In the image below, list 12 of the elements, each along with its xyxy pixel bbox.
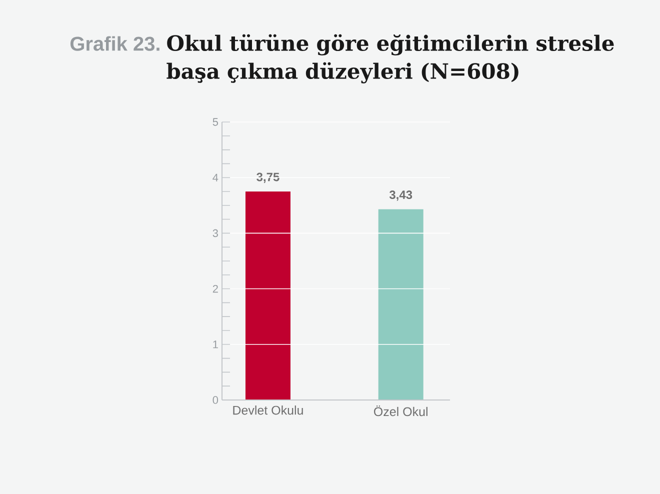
y-tick-label: 0	[212, 396, 218, 404]
y-tick-label: 3	[212, 229, 218, 238]
data-label: 3,43	[389, 190, 412, 201]
x-tick-label: Devlet Okulu	[233, 406, 303, 415]
x-tick-label: Özel Okul	[374, 406, 428, 416]
y-tick-label: 4	[212, 174, 218, 182]
chart-subtitle: Okul türüne göre eğitimcilerin stresle başa çıkma düzeyleri (N=608)	[166, 34, 614, 84]
y-tick-label: 1	[213, 340, 218, 348]
y-tick-label: 5	[212, 118, 218, 126]
y-tick-label: 2	[212, 284, 218, 293]
chart-title: Grafik 23.	[70, 36, 160, 51]
data-label: 3,75	[256, 172, 280, 183]
